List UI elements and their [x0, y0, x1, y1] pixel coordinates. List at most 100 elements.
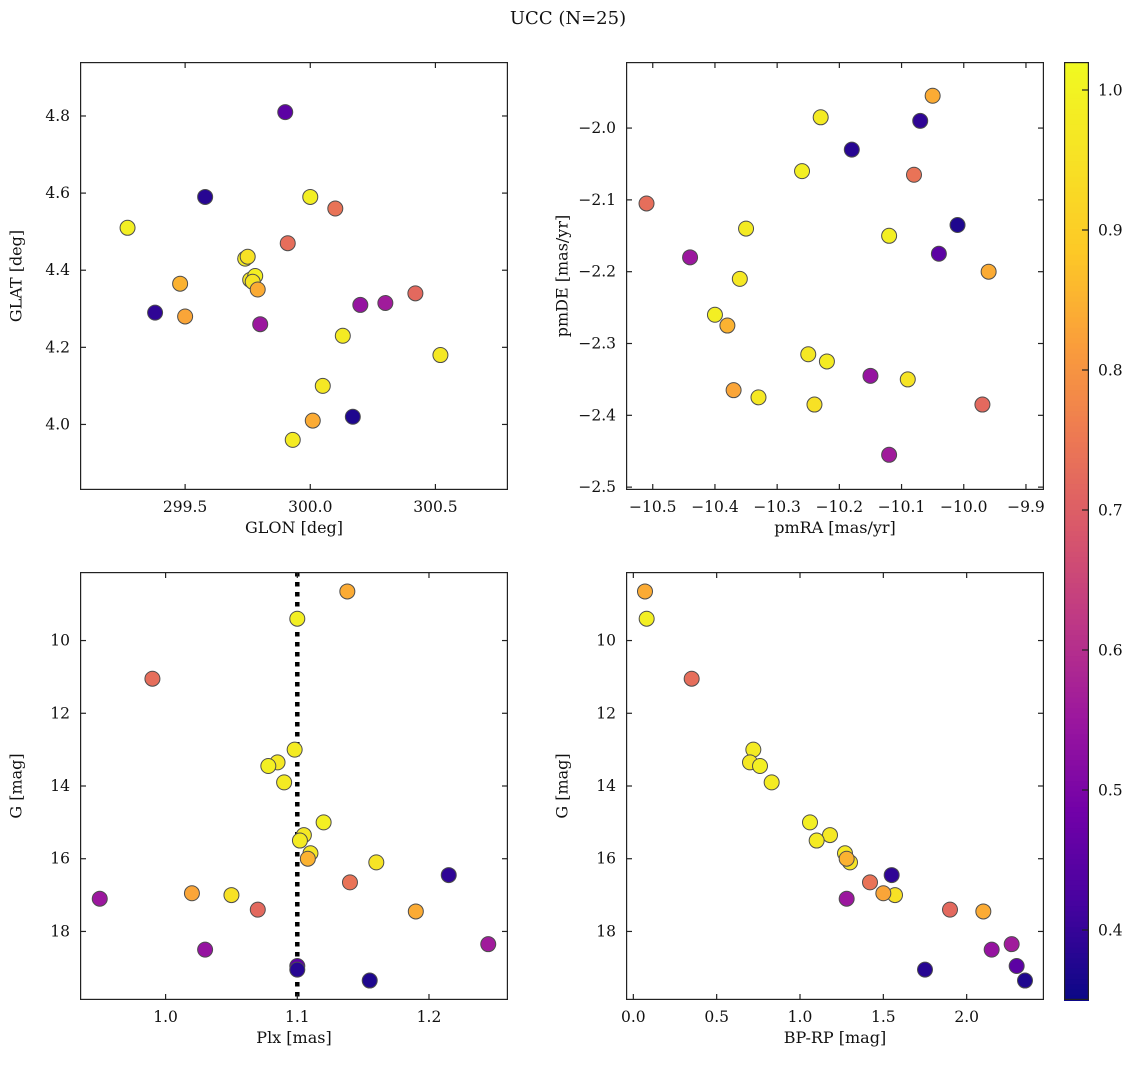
data-point [172, 275, 189, 292]
y-tick-label: 18 [50, 922, 70, 940]
data-point [802, 814, 818, 831]
scatter-glon-glat: 299.5 300.0 300.5 4.0 4.2 4.4 4.6 4.8 [45, 62, 508, 516]
data-point [249, 281, 266, 298]
axes-spine [80, 62, 508, 490]
y-tick-label: −2.3 [578, 335, 616, 353]
data-point [794, 163, 811, 180]
data-point [899, 371, 916, 388]
y-tick-label: 4.6 [45, 184, 70, 202]
panel-color-magnitude: 0.0 0.5 1.0 1.5 2.0 10 12 14 16 18 BP-RP [mag] G … [553, 572, 1044, 1047]
data-point [881, 446, 898, 463]
axes-background [80, 572, 508, 1000]
data-point [719, 317, 736, 334]
axes-background [80, 62, 508, 490]
ylabel-glat: GLAT [deg] [6, 229, 26, 323]
data-point [682, 249, 699, 266]
x-tick-label: −10.1 [878, 498, 926, 516]
y-tick-label: 16 [596, 850, 616, 868]
scatter-plx-g: 1.0 1.1 1.2 10 12 14 16 18 [50, 572, 508, 1026]
data-point [806, 396, 823, 413]
data-point [277, 104, 294, 121]
data-point [763, 774, 780, 791]
colorbar-tick-label: 1.0 [1098, 82, 1123, 100]
y-tick-label: −2.0 [578, 119, 616, 137]
y-tick-label: 14 [50, 777, 70, 795]
data-point [197, 941, 214, 958]
x-tick-label: 1.2 [417, 1008, 442, 1026]
data-point [223, 887, 240, 904]
xlabel-glon: GLON [deg] [244, 518, 344, 537]
data-point [344, 408, 361, 425]
data-point [706, 306, 723, 323]
data-point [924, 87, 941, 104]
colorbar-tick-label: 0.8 [1098, 362, 1123, 380]
ylabel-g-left: G [mag] [6, 753, 26, 819]
y-tick-label: 4.8 [45, 107, 70, 125]
data-point [905, 166, 922, 183]
data-point [407, 903, 424, 920]
data-point [480, 936, 497, 953]
data-point [432, 347, 449, 364]
data-point [1008, 958, 1025, 974]
data-point [304, 412, 321, 429]
data-point [284, 431, 301, 448]
data-point [949, 217, 966, 234]
data-point [407, 285, 424, 302]
data-point [314, 377, 331, 394]
data-point [638, 195, 655, 212]
data-point [738, 220, 755, 237]
y-tick-label: 4.2 [45, 338, 70, 356]
data-point [377, 294, 394, 311]
data-point [302, 188, 319, 205]
y-tick-label: 16 [50, 850, 70, 868]
panel-proper-motion: −10.5 −10.4 −10.3 −10.2 −10.1 −10.0 −9.9 −2.5 −2… [553, 62, 1045, 537]
data-point [260, 758, 277, 774]
y-tick-label: 12 [596, 704, 616, 722]
x-tick-label: −10.3 [753, 498, 801, 516]
data-point [883, 867, 900, 884]
data-point [731, 270, 748, 287]
data-point [361, 972, 378, 989]
y-tick-label: 10 [50, 632, 70, 650]
xlabel-bprp: BP-RP [mag] [783, 1028, 887, 1047]
colorbar-tick-label: 0.9 [1098, 222, 1123, 240]
data-point [881, 227, 898, 244]
data-point [750, 389, 767, 406]
colorbar-tick-label: 0.7 [1098, 502, 1123, 520]
data-point [197, 188, 214, 205]
x-tick-label: 1.0 [788, 1008, 813, 1026]
data-point [1003, 936, 1020, 953]
colorbar: 0.4 0.5 0.6 0.7 0.8 0.9 1.0 [1064, 62, 1123, 1001]
data-point [838, 850, 855, 867]
data-point [974, 396, 991, 413]
data-point [1017, 972, 1033, 989]
y-tick-label: −2.2 [578, 263, 616, 281]
y-tick-label: 4.4 [45, 261, 70, 279]
y-tick-label: 4.0 [45, 415, 70, 433]
x-tick-label: 1.1 [285, 1008, 310, 1026]
x-tick-label: 299.5 [163, 498, 207, 516]
data-point [683, 670, 700, 687]
x-tick-label: −10.4 [691, 498, 739, 516]
x-tick-label: −10.5 [629, 498, 677, 516]
scatter-pmra-pmde: −10.5 −10.4 −10.3 −10.2 −10.1 −10.0 −9.9 −2.5 −2… [578, 62, 1045, 516]
data-point [917, 961, 933, 978]
y-tick-label: −2.1 [578, 191, 616, 209]
data-point [930, 245, 947, 262]
ylabel-pmde: pmDE [mas/yr] [552, 214, 572, 338]
panel-galactic-coords: 299.5 300.0 300.5 4.0 4.2 4.4 4.6 4.8 GLON [deg… [7, 62, 508, 537]
y-tick-label: −2.5 [578, 478, 616, 496]
data-point [341, 874, 358, 891]
x-tick-label: 0.5 [704, 1008, 729, 1026]
data-point [843, 141, 860, 158]
data-point [862, 874, 878, 891]
data-point [638, 610, 655, 627]
x-tick-label: 1.5 [871, 1008, 896, 1026]
figure-title: UCC (N=25) [509, 8, 627, 29]
data-point [315, 814, 332, 831]
data-point [119, 219, 136, 236]
scatter-bprp-g: 0.0 0.5 1.0 1.5 2.0 10 12 14 16 18 [596, 572, 1044, 1026]
data-point [249, 901, 266, 918]
colorbar-gradient [1064, 62, 1089, 1001]
